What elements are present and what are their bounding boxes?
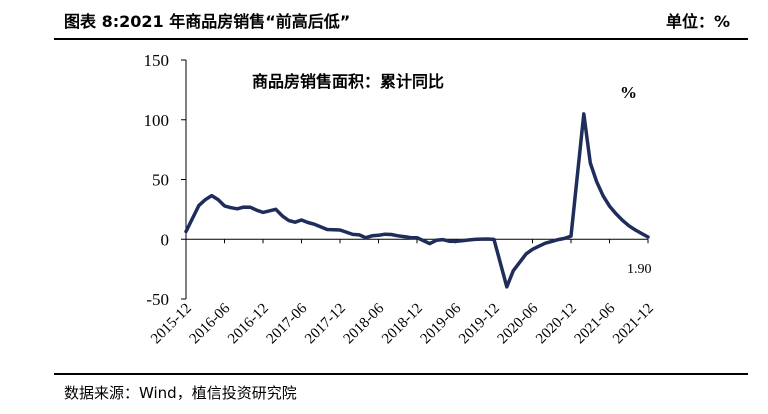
- x-tick-label: 2017-06: [264, 300, 311, 347]
- series-line: [184, 112, 650, 289]
- last-value-label: 1.90: [627, 262, 652, 277]
- data-points: [185, 113, 649, 287]
- x-tick-label: 2020-06: [495, 300, 542, 347]
- x-tick: 2017-12: [302, 301, 349, 348]
- y-tick-label: 0: [161, 230, 170, 249]
- data-source: 数据来源：Wind，植信投资研究院: [64, 384, 297, 402]
- y-tick-label: 150: [144, 51, 170, 70]
- header: 图表 8:2021 年商品房销售“前高后低” 单位：%: [0, 0, 768, 38]
- x-tick-label: 2019-06: [418, 300, 465, 347]
- x-tick: 2018-06: [341, 300, 388, 347]
- x-tick: 2020-12: [533, 301, 580, 348]
- figure-title: 图表 8:2021 年商品房销售“前高后低”: [64, 12, 351, 31]
- y-tick-label: 50: [152, 171, 169, 190]
- bottom-rule: [54, 373, 748, 375]
- chart-unit-annotation: %: [620, 83, 637, 102]
- x-tick: 2021-06: [572, 300, 619, 347]
- y-tick-label: 100: [144, 111, 170, 130]
- y-tick-label: -50: [146, 290, 169, 309]
- x-tick-label: 2020-12: [533, 301, 580, 348]
- x-tick: 2021-12: [610, 301, 657, 348]
- x-tick: 2019-06: [418, 300, 465, 347]
- x-tick-label: 2016-06: [187, 300, 234, 347]
- x-tick: 2020-06: [495, 300, 542, 347]
- x-tick-label: 2018-12: [379, 301, 426, 348]
- x-tick-label: 2021-06: [572, 300, 619, 347]
- x-tick: 2017-06: [264, 300, 311, 347]
- unit-label: 单位：%: [665, 12, 730, 31]
- x-tick: 2019-12: [456, 301, 503, 348]
- chart-title: 商品房销售面积：累计同比: [252, 72, 444, 91]
- x-tick-label: 2016-12: [225, 301, 272, 348]
- x-tick: 2016-12: [225, 301, 272, 348]
- y-tick-labels: -50 0 50 100 150: [144, 51, 170, 309]
- x-tick-labels: 2015-122016-062016-122017-062017-122018-…: [148, 300, 657, 347]
- x-tick-label: 2018-06: [341, 300, 388, 347]
- x-tick: 2016-06: [187, 300, 234, 347]
- top-rule: [54, 38, 748, 40]
- x-tick-label: 2019-12: [456, 301, 503, 348]
- x-tick-label: 2017-12: [302, 301, 349, 348]
- x-tick-label: 2021-12: [610, 301, 657, 348]
- x-tick: 2018-12: [379, 301, 426, 348]
